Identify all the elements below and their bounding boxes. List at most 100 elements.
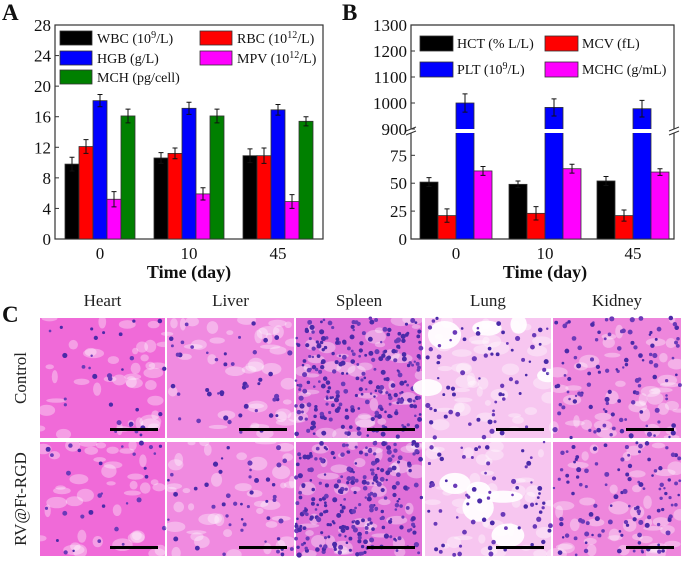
nucleus xyxy=(455,411,461,417)
nucleus xyxy=(45,446,51,452)
nucleus xyxy=(592,446,598,451)
tissue-texture xyxy=(206,321,219,334)
histology-image-liver xyxy=(164,437,299,561)
nucleus xyxy=(334,407,340,414)
nucleus xyxy=(451,392,456,397)
nucleus xyxy=(613,494,619,500)
nucleus xyxy=(314,508,318,511)
tissue-texture xyxy=(643,495,652,509)
nucleus xyxy=(48,329,52,333)
nucleus xyxy=(418,413,422,416)
nucleus xyxy=(427,509,431,513)
tissue-texture xyxy=(143,367,164,379)
nucleus xyxy=(542,501,546,505)
nucleus xyxy=(294,522,298,526)
nucleus xyxy=(227,419,232,425)
nucleus xyxy=(66,470,71,476)
nucleus xyxy=(371,527,375,531)
nucleus xyxy=(593,503,598,508)
nucleus xyxy=(583,548,589,554)
nucleus xyxy=(557,550,563,555)
tissue-texture xyxy=(129,480,138,490)
nucleus xyxy=(266,516,271,521)
nucleus xyxy=(518,392,522,395)
nucleus xyxy=(584,541,588,545)
legend-swatch xyxy=(199,30,233,46)
nucleus xyxy=(488,490,492,494)
nucleus xyxy=(458,544,463,548)
nucleus xyxy=(391,465,397,471)
nucleus xyxy=(359,341,364,346)
nucleus xyxy=(413,482,419,488)
nucleus xyxy=(346,466,352,472)
nucleus xyxy=(323,493,329,499)
tissue-texture xyxy=(103,461,123,469)
tissue-texture xyxy=(152,483,166,492)
nucleus xyxy=(365,446,368,450)
nucleus xyxy=(305,512,309,517)
tissue-texture xyxy=(68,339,78,350)
scale-bar xyxy=(496,428,544,431)
nucleus xyxy=(620,457,625,462)
histology-image-heart xyxy=(34,315,173,440)
nucleus xyxy=(357,539,362,544)
nucleus xyxy=(356,363,360,366)
nucleus xyxy=(276,537,281,541)
tissue-texture xyxy=(275,418,298,426)
legend-name: HGB (g/L) xyxy=(97,52,159,67)
tissue-texture xyxy=(391,459,410,474)
nucleus xyxy=(351,509,357,514)
nucleus xyxy=(430,482,436,488)
nucleus xyxy=(320,459,325,463)
tissue-background xyxy=(167,318,294,438)
tissue-texture xyxy=(487,341,510,355)
nucleus xyxy=(494,400,498,404)
bar xyxy=(64,163,80,240)
nucleus xyxy=(354,393,358,398)
nucleus xyxy=(566,390,570,394)
legend-label: MCV (fL) xyxy=(582,37,640,52)
nucleus xyxy=(383,377,387,381)
nucleus xyxy=(584,531,590,537)
nucleus xyxy=(529,456,533,460)
tissue-texture xyxy=(150,479,159,486)
error-bar xyxy=(111,191,117,208)
nucleus xyxy=(474,447,479,452)
nucleus xyxy=(572,399,578,404)
nucleus xyxy=(276,462,282,468)
nucleus xyxy=(374,349,380,355)
nucleus xyxy=(384,410,387,414)
nucleus xyxy=(300,542,305,547)
tissue-texture xyxy=(234,483,252,492)
nucleus xyxy=(523,504,528,509)
nucleus xyxy=(627,453,631,457)
tissue-texture xyxy=(258,326,280,336)
nucleus xyxy=(413,542,420,548)
legend-swatch xyxy=(59,69,93,85)
tissue-texture xyxy=(147,320,160,329)
bar-break xyxy=(455,129,475,133)
nucleus xyxy=(305,343,310,348)
nucleus xyxy=(515,485,520,490)
nucleus xyxy=(635,441,639,445)
nucleus xyxy=(226,446,230,450)
tissue-texture xyxy=(136,341,149,353)
tissue-texture xyxy=(140,354,149,362)
nucleus xyxy=(345,526,350,531)
tissue-texture xyxy=(187,440,196,446)
nucleus xyxy=(505,342,509,345)
nucleus xyxy=(368,447,372,452)
tissue-texture xyxy=(254,440,277,445)
tissue-texture xyxy=(139,454,147,468)
nucleus xyxy=(383,496,388,500)
nucleus xyxy=(313,407,318,412)
nucleus xyxy=(558,402,563,407)
nucleus xyxy=(436,360,441,365)
tissue-texture xyxy=(665,337,676,349)
nucleus xyxy=(319,512,324,517)
nucleus xyxy=(338,354,342,358)
nucleus xyxy=(635,505,640,510)
nucleus xyxy=(340,528,346,533)
nucleus xyxy=(309,451,313,456)
nucleus xyxy=(604,483,608,487)
